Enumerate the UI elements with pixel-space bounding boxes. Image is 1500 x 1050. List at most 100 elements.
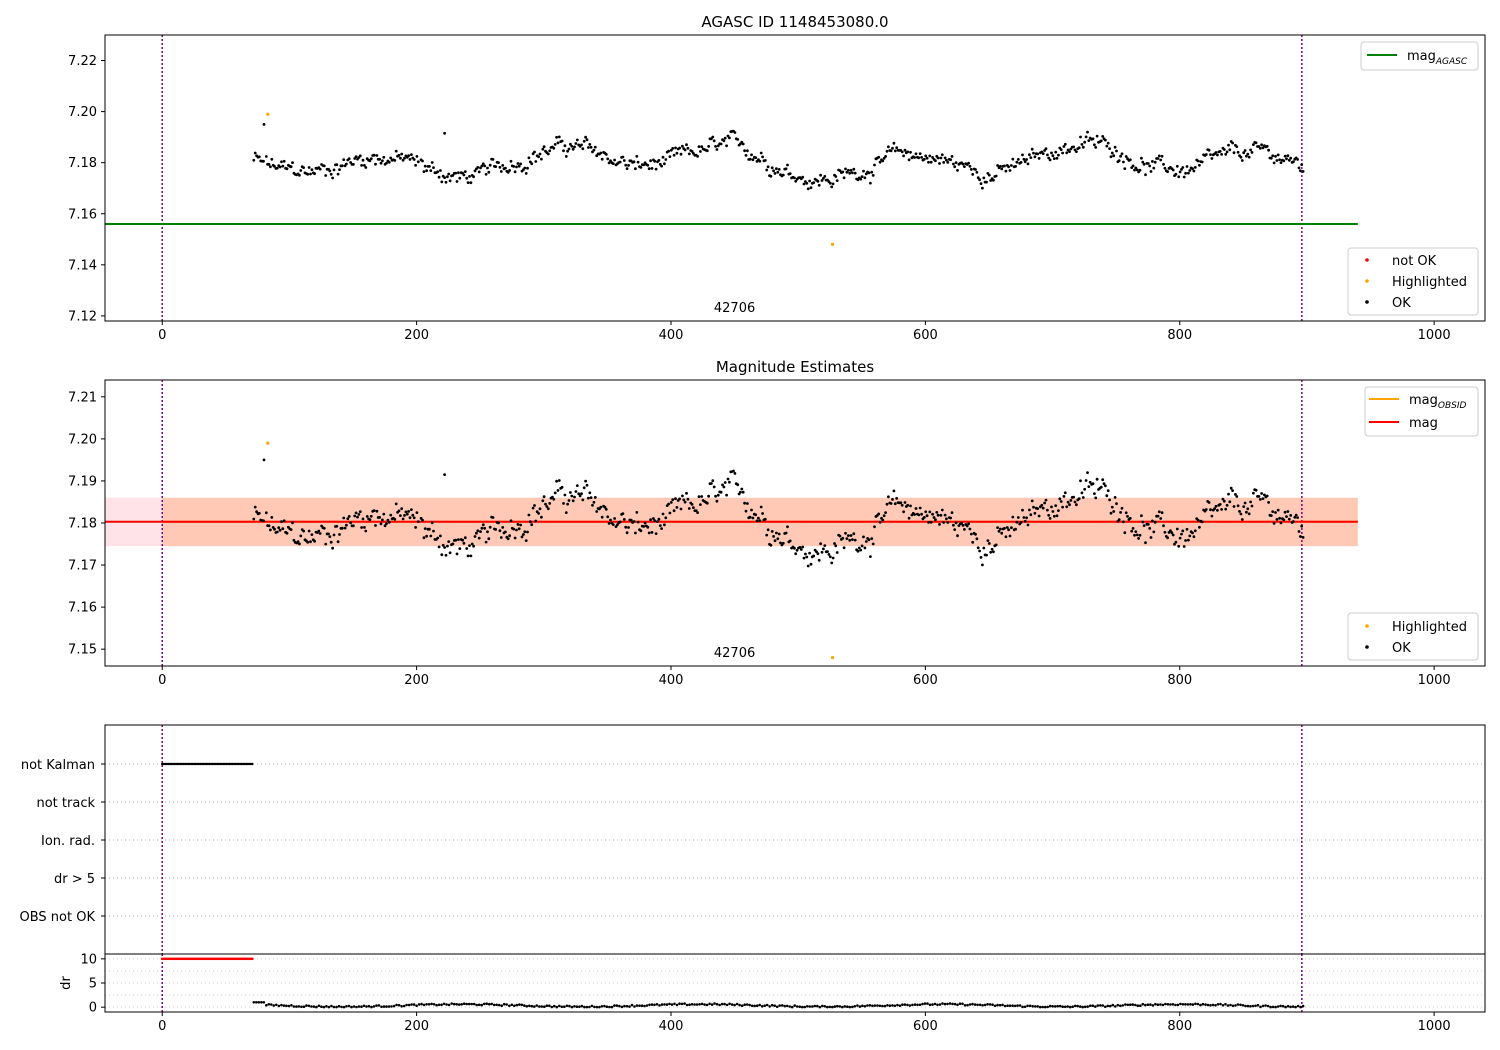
dr-ok-point (535, 1004, 539, 1007)
ok-point (588, 143, 592, 146)
ok-point (397, 153, 401, 157)
ok-point (1185, 527, 1189, 531)
dr-ok-point (963, 1004, 967, 1007)
ok-point (1007, 528, 1010, 532)
dr-ok-point (876, 1004, 879, 1007)
ok-point (1025, 158, 1028, 161)
dr-ok-point (270, 1003, 273, 1006)
dr-ok-point (793, 1004, 796, 1007)
ok-point (1062, 145, 1066, 148)
ok-point (252, 158, 256, 162)
ok-point (1210, 514, 1214, 518)
ok-point (1204, 153, 1208, 156)
ok-point (653, 519, 657, 522)
dr-ok-point (858, 1005, 862, 1008)
ok-point (625, 167, 629, 171)
ok-point (1105, 494, 1109, 498)
dr-ok-point (545, 1004, 549, 1007)
ok-point (1144, 173, 1147, 177)
dr-ok-point (510, 1003, 514, 1007)
dr-ok-point (1058, 1004, 1062, 1008)
ok-point (661, 155, 665, 159)
dr-ok-point (470, 1002, 474, 1006)
dr-ok-point (1116, 1003, 1120, 1007)
ok-point (1130, 529, 1134, 533)
ok-point (310, 168, 314, 172)
ok-point (1245, 510, 1248, 514)
dr-ok-point (1274, 1005, 1277, 1009)
dr-ok-point (620, 1005, 624, 1009)
ok-point (354, 511, 358, 515)
ok-point (927, 160, 930, 164)
obsid-annotation: 42706 (714, 646, 755, 661)
dr-ok-point (923, 1002, 927, 1005)
ok-point (454, 171, 458, 175)
ok-point (952, 162, 955, 166)
ok-point (439, 534, 442, 538)
ok-point (1178, 536, 1182, 540)
ok-point (864, 540, 868, 543)
dr-ok-point (1196, 1002, 1200, 1006)
ok-point (647, 531, 651, 535)
dr-ok-point (1068, 1005, 1072, 1009)
ok-point (819, 542, 822, 546)
dr-ok-point (1096, 1004, 1100, 1007)
dr-ok-point (705, 1003, 709, 1007)
dr-ok-point (515, 1003, 519, 1007)
ok-point (949, 516, 952, 520)
ok-point (407, 510, 410, 513)
dr-ok-point (400, 1005, 403, 1008)
ok-point (1240, 159, 1244, 162)
ok-point (476, 166, 480, 169)
ok-point (1028, 153, 1031, 157)
x-tick-label: 1000 (1418, 1019, 1451, 1034)
ok-point (432, 166, 435, 170)
ok-point (556, 489, 560, 492)
ok-point (273, 165, 276, 168)
ok-point (1123, 531, 1127, 535)
ok-point (761, 512, 764, 515)
ok-point (1232, 505, 1236, 508)
ok-point (902, 154, 905, 158)
dr-ok-point (916, 1003, 919, 1007)
ok-point (375, 154, 379, 157)
ok-point (411, 513, 415, 517)
dr-ok-point (816, 1004, 819, 1008)
dr-ok-point (908, 1004, 912, 1007)
ok-point (309, 540, 312, 544)
dr-ok-point (1214, 1004, 1217, 1007)
dr-ok-point (543, 1005, 546, 1008)
dr-ok-point (1063, 1005, 1067, 1009)
ok-point (564, 511, 568, 514)
ok-point (600, 157, 604, 161)
ok-point (1173, 542, 1176, 546)
dr-ok-point (1086, 1005, 1089, 1008)
ok-point (696, 511, 699, 514)
ok-point (1177, 544, 1181, 548)
ok-point (1149, 170, 1153, 173)
ok-point (454, 538, 458, 542)
ok-point (968, 527, 972, 531)
dr-ok-point (703, 1003, 706, 1006)
highlighted-point (266, 441, 270, 445)
ok-point (422, 536, 426, 540)
ok-point (1149, 536, 1153, 539)
dr-ok-point (1154, 1002, 1157, 1006)
ok-point (329, 540, 333, 544)
ok-point (822, 177, 825, 180)
ok-point (528, 520, 532, 524)
dr-ok-point (1176, 1003, 1180, 1007)
ok-point (1171, 168, 1175, 172)
ok-point (1108, 498, 1111, 502)
ok-point (667, 502, 670, 506)
ok-point (1021, 508, 1024, 512)
ok-point (1148, 527, 1152, 530)
ok-point (793, 176, 796, 180)
ok-point (386, 518, 390, 522)
ok-point (885, 502, 889, 506)
dr-ok-point (485, 1002, 489, 1005)
x-tick-label: 200 (404, 328, 429, 343)
ok-point (681, 494, 684, 498)
ok-point (1231, 489, 1234, 492)
ok-point (1216, 508, 1219, 512)
